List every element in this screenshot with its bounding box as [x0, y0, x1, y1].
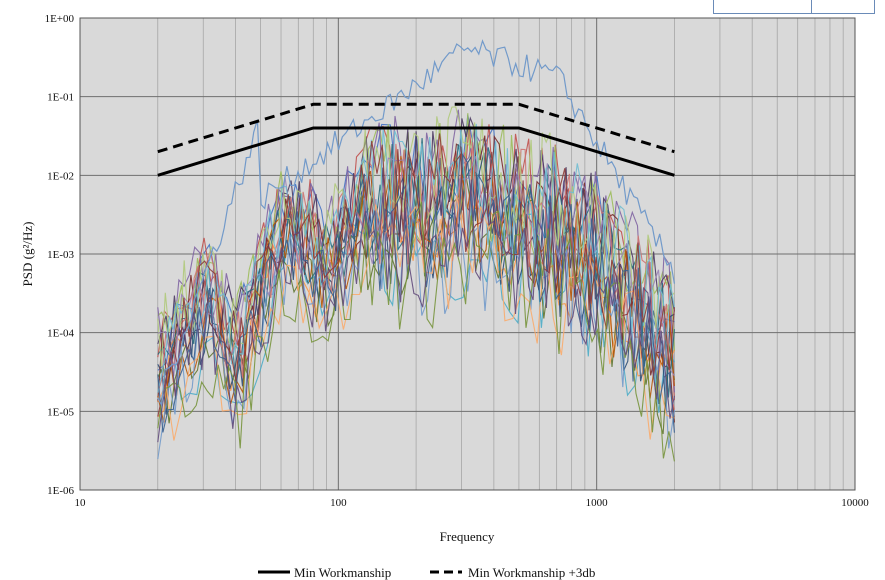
- y-tick-labels: 1E-06 1E-05 1E-04 1E-03 1E-02 1E-01 1E+00: [45, 13, 75, 497]
- y-tick-label: 1E-03: [47, 249, 74, 261]
- measured-trace: [157, 195, 675, 441]
- y-tick-label: 1E-02: [47, 170, 74, 182]
- legend-box-fragment: [713, 0, 875, 14]
- x-tick-label: 10: [75, 497, 87, 509]
- y-tick-label: 1E-05: [47, 406, 74, 418]
- x-tick-labels: 10 100 1000 10000: [75, 497, 870, 509]
- measured-traces: [157, 39, 675, 462]
- min-workmanship-line: [157, 126, 675, 177]
- legend: Min Workmanship Min Workmanship +3db: [258, 565, 595, 580]
- measured-trace: [157, 166, 675, 435]
- x-tick-label: 100: [330, 497, 347, 509]
- spec-lines: [157, 102, 675, 177]
- legend-label-dashed: Min Workmanship +3db: [468, 565, 595, 580]
- min-workmanship-3db-line: [157, 102, 675, 154]
- x-tick-label: 1000: [586, 497, 609, 509]
- measured-trace: [157, 39, 675, 408]
- y-axis-title: PSD (g²/Hz): [20, 222, 35, 287]
- legend-box-divider: [811, 0, 812, 13]
- measured-trace: [157, 206, 675, 413]
- measured-trace: [157, 179, 675, 443]
- legend-label-solid: Min Workmanship: [294, 565, 391, 580]
- plot-border: [79, 17, 856, 491]
- y-tick-label: 1E-01: [47, 92, 74, 104]
- x-tick-label: 10000: [841, 497, 869, 509]
- y-tick-label: 1E+00: [45, 13, 75, 25]
- x-axis-title: Frequency: [440, 529, 495, 544]
- y-tick-label: 1E-04: [47, 328, 74, 340]
- y-tick-label: 1E-06: [47, 485, 74, 497]
- measured-trace: [157, 133, 675, 417]
- measured-trace: [157, 116, 675, 353]
